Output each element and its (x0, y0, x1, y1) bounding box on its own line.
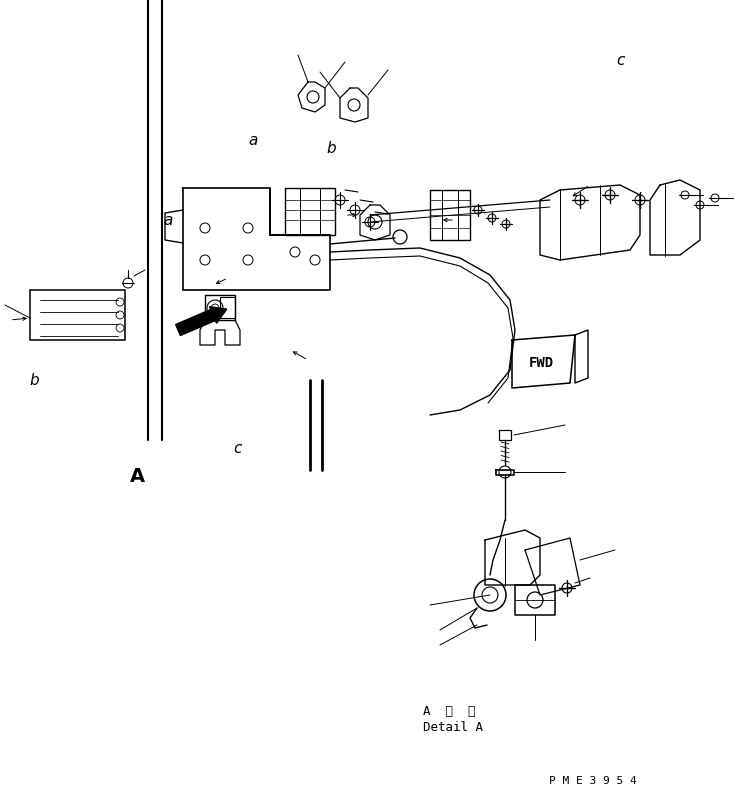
FancyArrow shape (176, 307, 227, 336)
Text: Detail A: Detail A (423, 721, 483, 734)
Text: a: a (249, 133, 258, 147)
Text: A: A (130, 467, 145, 486)
Text: c: c (234, 441, 242, 456)
Text: b: b (30, 373, 39, 388)
Text: A  詳  細: A 詳 細 (423, 705, 476, 718)
Text: P M E 3 9 5 4: P M E 3 9 5 4 (549, 776, 637, 786)
Bar (30, 290, 125, 340)
Text: c: c (616, 53, 624, 67)
Text: b: b (326, 141, 336, 155)
Text: FWD: FWD (528, 356, 554, 370)
Text: a: a (163, 213, 173, 227)
